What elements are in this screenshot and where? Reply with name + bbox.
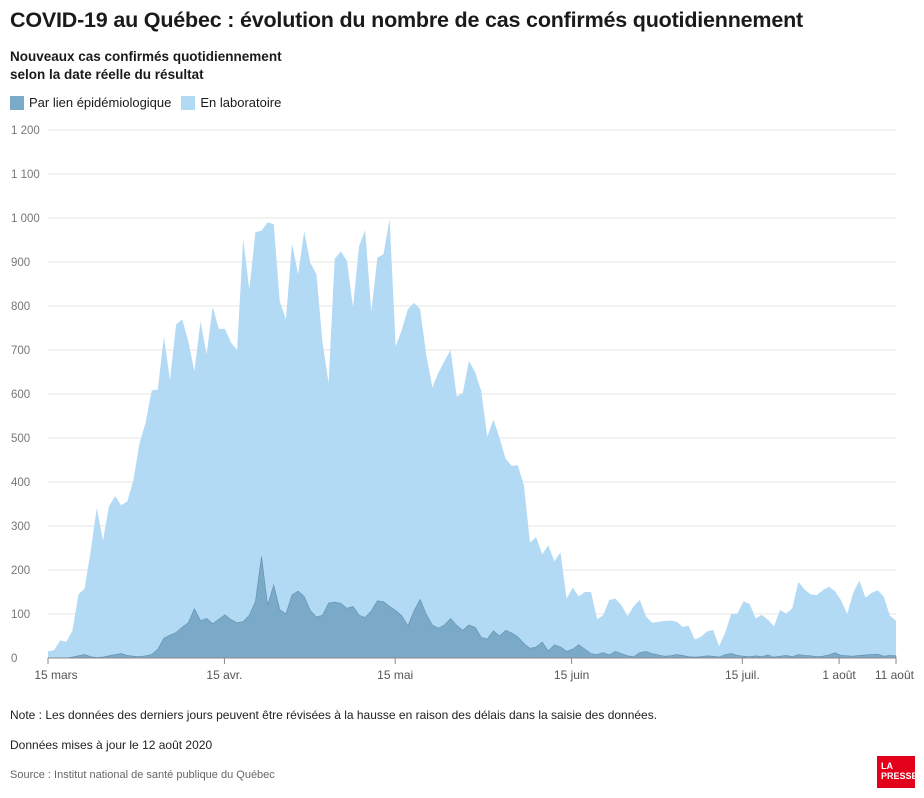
y-tick-label: 100 bbox=[11, 609, 30, 621]
y-tick-label: 200 bbox=[11, 565, 30, 577]
y-tick-label: 900 bbox=[11, 257, 30, 269]
y-tick-label: 1 000 bbox=[11, 213, 40, 225]
legend-item-lab: En laboratoire bbox=[181, 95, 281, 110]
x-tick-label: 15 juil. bbox=[725, 668, 760, 682]
y-tick-label: 500 bbox=[11, 433, 30, 445]
x-tick-label: 11 août bbox=[875, 668, 915, 682]
y-tick-label: 600 bbox=[11, 389, 30, 401]
source-credit: Source : Institut national de santé publ… bbox=[10, 769, 275, 781]
legend-swatch-epi bbox=[10, 95, 24, 110]
y-tick-label: 300 bbox=[11, 521, 30, 533]
legend-swatch-lab bbox=[181, 95, 196, 110]
subtitle-line-2: selon la date réelle du résultat bbox=[10, 67, 204, 82]
chart-subtitle: Nouveaux cas confirmés quotidiennement s… bbox=[10, 48, 410, 84]
legend: Par lien épidémiologique En laboratoire bbox=[10, 95, 291, 110]
series-area-lab bbox=[48, 219, 896, 659]
legend-label-lab: En laboratoire bbox=[200, 95, 282, 110]
x-tick-label: 1 août bbox=[822, 668, 856, 682]
y-tick-label: 1 100 bbox=[11, 169, 40, 181]
footnote: Note : Les données des derniers jours pe… bbox=[10, 708, 658, 722]
x-tick-label: 15 avr. bbox=[206, 668, 242, 682]
y-tick-label: 700 bbox=[11, 345, 30, 357]
y-tick-label: 400 bbox=[11, 477, 30, 489]
y-tick-label: 0 bbox=[11, 653, 17, 665]
area-chart: 0 100 200 300 400 500 600 700 800 900 1 000 1 100 1 … bbox=[11, 125, 915, 682]
la-presse-logo: LA PRESSE bbox=[877, 756, 918, 788]
legend-label-epi: Par lien épidémiologique bbox=[29, 95, 172, 110]
x-tick-label: 15 mai bbox=[377, 668, 413, 682]
x-tick-label: 15 mars bbox=[34, 668, 77, 682]
series-area-epi bbox=[48, 556, 897, 659]
y-tick-label: 1 200 bbox=[11, 125, 40, 137]
update-date: Données mises à jour le 12 août 2020 bbox=[10, 738, 213, 752]
x-tick-label: 15 juin bbox=[554, 668, 589, 682]
legend-item-epi: Par lien épidémiologique bbox=[10, 95, 171, 110]
chart-title: COVID-19 au Québec : évolution du nombre… bbox=[10, 8, 803, 32]
y-tick-label: 800 bbox=[11, 301, 30, 313]
subtitle-line-1: Nouveaux cas confirmés quotidiennement bbox=[10, 49, 282, 64]
